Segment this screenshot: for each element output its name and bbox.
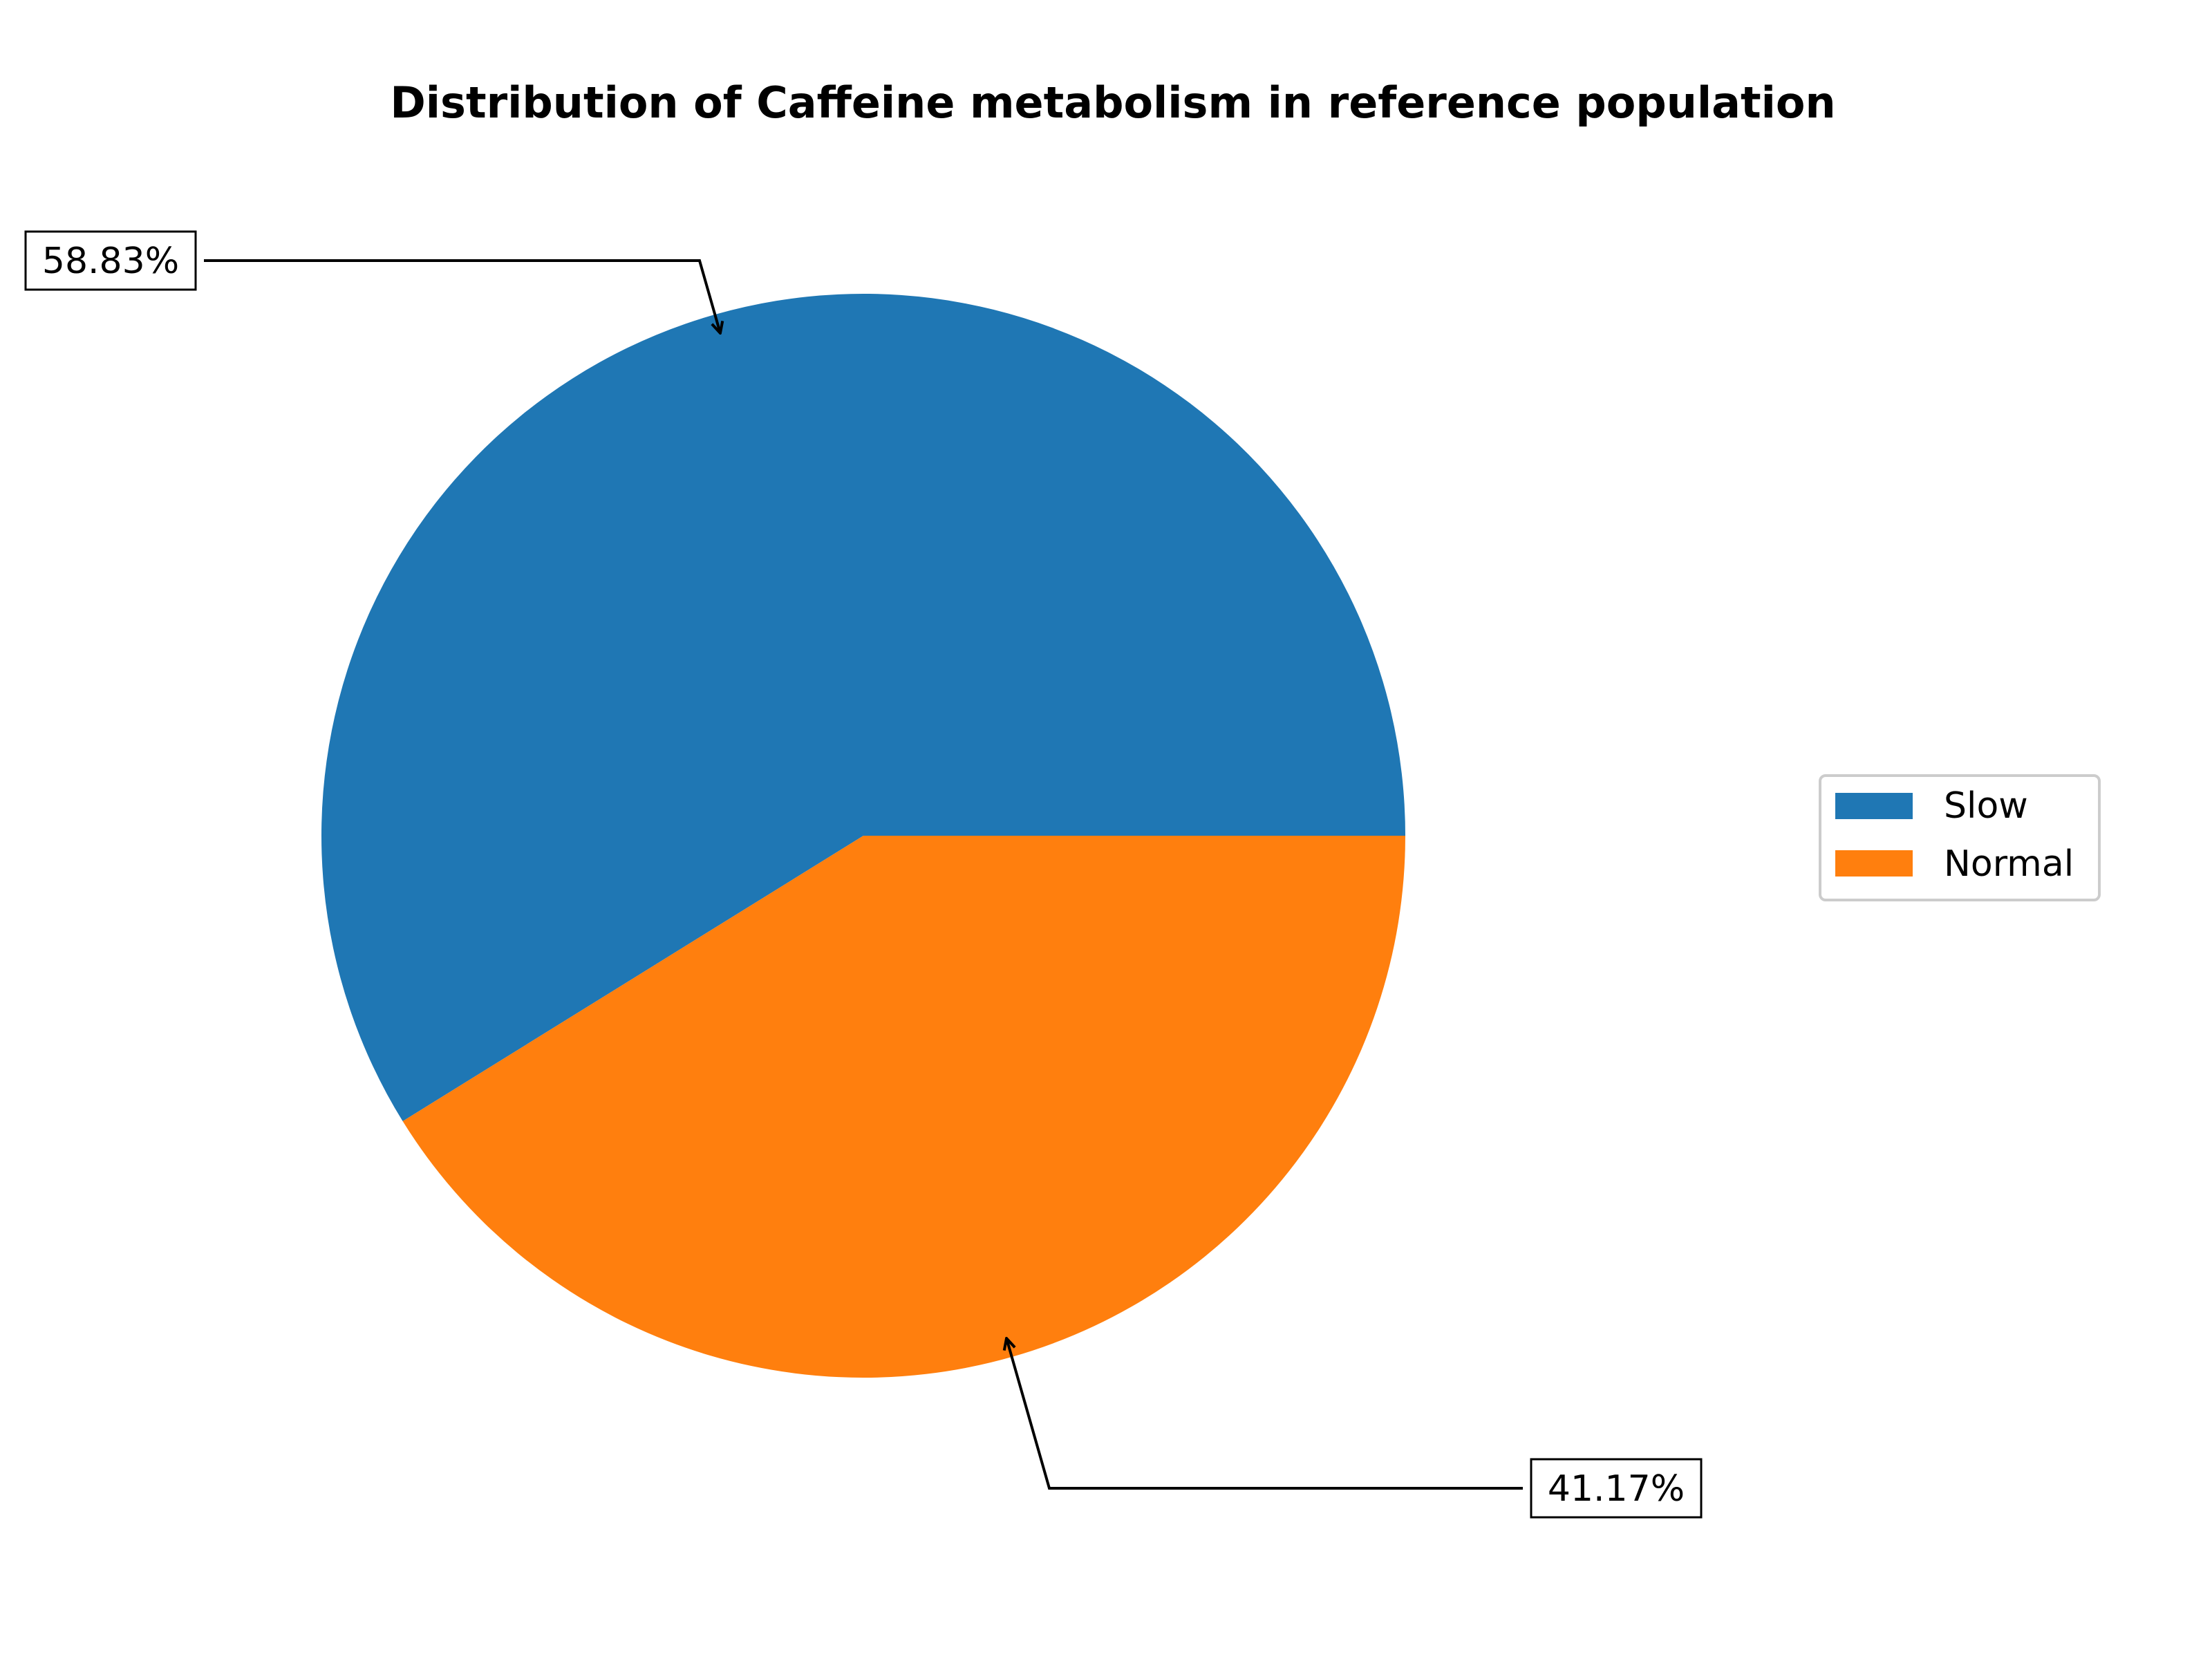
pie-callouts: 58.83% 41.17% [24,230,1703,1519]
pie-slice-slow [321,293,1406,1121]
callout-label-slow: 58.83% [42,241,179,282]
pie-slices [321,293,1406,1378]
pie-slice-normal [402,836,1405,1378]
legend-swatch-slow [1835,793,1913,819]
callout-box-normal [1530,1458,1703,1519]
callout-arrow-slow [204,259,720,333]
callout-arrow-normal [1006,1338,1523,1490]
callout-label-normal: 41.17% [1548,1468,1685,1510]
callout-box-slow [24,230,197,291]
legend-swatch-normal [1835,850,1913,877]
legend-label-slow: Slow [1944,785,2028,827]
chart-title: Distribution of Caffeine metabolism in r… [390,77,1835,128]
legend: Slow Normal [1819,774,2101,901]
legend-label-normal: Normal [1944,843,2074,885]
